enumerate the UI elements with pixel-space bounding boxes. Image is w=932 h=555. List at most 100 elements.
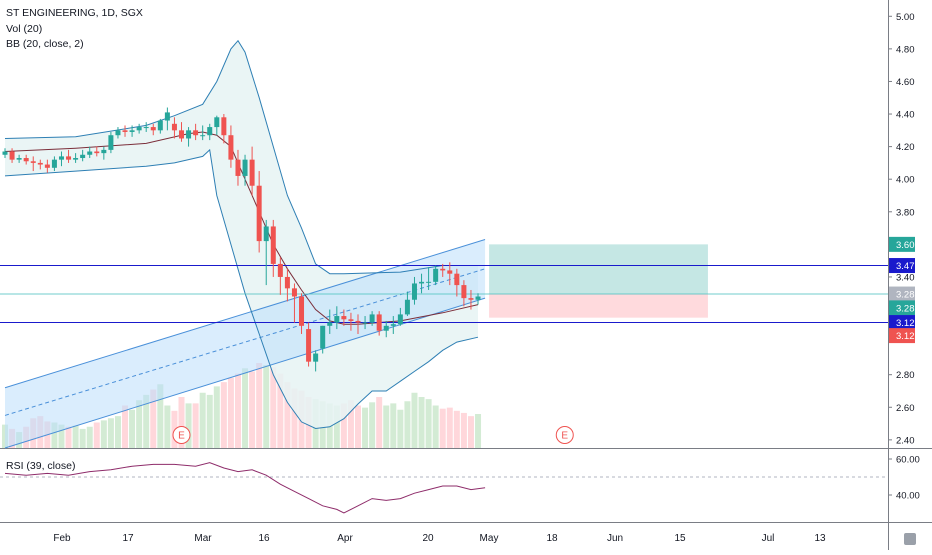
volume-bar [453, 410, 460, 448]
candle-body [108, 135, 114, 150]
symbol-legend[interactable]: ST ENGINEERING, 1D, SGX [6, 7, 143, 19]
rsi-tick-label: 60.00 [896, 455, 920, 466]
candle-body [369, 314, 375, 323]
volume-bar [362, 407, 369, 448]
candle-body [136, 127, 142, 131]
candle-body [179, 130, 184, 139]
price-tick-label: 4.60 [896, 77, 915, 88]
volume-bar [107, 418, 114, 448]
candle-body [23, 158, 29, 162]
price-badge [889, 315, 915, 331]
candle-body [157, 120, 163, 131]
candle-body [461, 285, 467, 299]
volume-bar [432, 405, 439, 448]
volume-bar [51, 422, 58, 448]
volume-bar [411, 392, 418, 448]
channel-lower-line [4, 297, 486, 449]
candle-body [30, 161, 36, 163]
volume-bar [242, 368, 249, 448]
earnings-marker-label: E [178, 431, 185, 442]
volume-bar [439, 408, 446, 448]
volume-bar [72, 425, 79, 448]
candle-body [87, 151, 93, 155]
candle-body [440, 268, 446, 271]
price-badge [889, 286, 915, 302]
price-badge [889, 258, 915, 274]
volume-bar [143, 394, 150, 448]
candle-body [313, 353, 319, 362]
candle-body [16, 158, 22, 160]
rsi-legend[interactable]: RSI (39, close) [6, 460, 76, 472]
volume-bar [129, 409, 136, 448]
volume-bar [185, 403, 192, 448]
rsi-line [4, 462, 486, 514]
price-tick-label: 5.00 [896, 12, 915, 23]
candle-body [249, 159, 255, 186]
volume-bar [369, 402, 376, 448]
candle-body [426, 281, 432, 283]
candle-body [362, 322, 368, 324]
bollinger-legend[interactable]: BB (20, close, 2) [6, 38, 84, 50]
volume-bar [291, 388, 298, 448]
volume-legend[interactable]: Vol (20) [6, 23, 43, 35]
candle-body [299, 296, 305, 326]
volume-bars [2, 363, 482, 448]
volume-bar [199, 392, 206, 448]
candle-body [468, 298, 474, 300]
volume-bar [227, 377, 234, 448]
candle-body [390, 324, 396, 326]
time-axis-label: Jun [607, 533, 623, 544]
candle-body [164, 112, 170, 121]
price-badge [889, 300, 915, 316]
volume-bar [122, 405, 129, 448]
candles [2, 107, 481, 372]
candle-body [320, 325, 326, 349]
candle-body [51, 159, 57, 168]
candle-body [327, 322, 333, 326]
price-tick-label: 2.60 [896, 403, 915, 414]
time-axis-label: 15 [674, 533, 686, 544]
price-badge-label: 3.28 [896, 290, 915, 301]
candle-body [101, 149, 107, 154]
candle-body [214, 117, 220, 128]
volume-bar [263, 365, 270, 448]
price-tick-label: 4.00 [896, 175, 915, 186]
time-axis-label: 13 [814, 533, 826, 544]
volume-bar [284, 382, 291, 448]
time-axis-label: 18 [546, 533, 558, 544]
price-badge-label: 3.28 [896, 303, 915, 314]
volume-bar [270, 367, 277, 448]
volume-bar [256, 363, 263, 448]
volume-bar [390, 403, 397, 448]
price-badge-label: 3.47 [896, 261, 915, 272]
candle-body [200, 135, 206, 137]
bollinger-lower-line [4, 148, 479, 430]
candle-body [122, 130, 128, 132]
candle-body [66, 156, 72, 160]
volume-bar [249, 371, 256, 448]
price-tick-label: 3.40 [896, 272, 915, 283]
candle-body [397, 314, 403, 325]
candle-body [115, 130, 121, 136]
candle-body [376, 314, 382, 331]
candle-body [129, 130, 135, 132]
candle-body [2, 151, 8, 155]
candle-body [94, 151, 100, 154]
price-badge-label: 3.60 [896, 240, 915, 251]
volume-bar [467, 416, 474, 448]
candle-body [207, 127, 213, 136]
price-badge-label: 3.12 [896, 331, 915, 342]
candle-body [143, 127, 149, 129]
time-axis-label: Feb [53, 533, 71, 544]
time-axis-label: 16 [258, 533, 270, 544]
candle-body [284, 276, 290, 289]
candle-body [150, 127, 156, 131]
candle-body [383, 325, 389, 331]
price-tick-label: 4.20 [896, 142, 915, 153]
volume-bar [460, 412, 467, 448]
price-badge [889, 236, 915, 252]
candle-body [433, 268, 439, 282]
volume-bar [333, 405, 340, 448]
